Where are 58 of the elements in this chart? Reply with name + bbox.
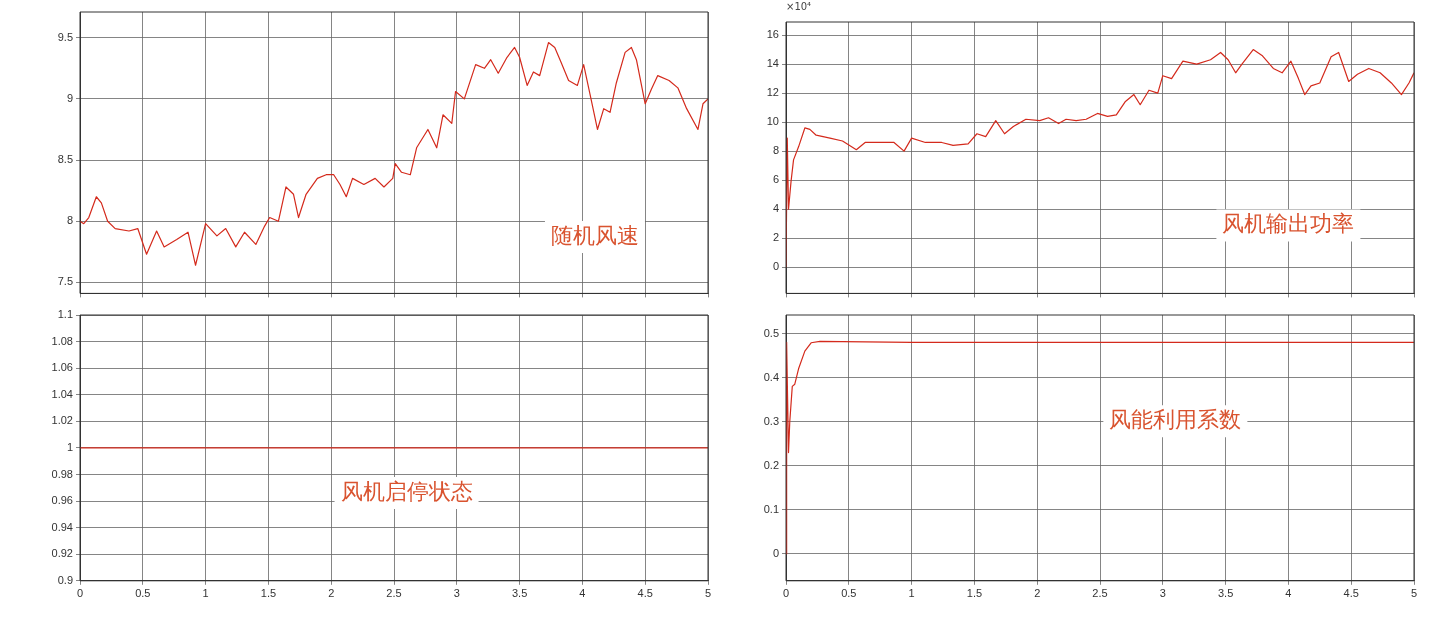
text: ×10⁴ (786, 0, 812, 12)
y-tick-label: 8 (66, 214, 73, 227)
x-tick-label: 2 (1034, 587, 1041, 600)
x-tick-label: 1.5 (966, 587, 983, 600)
y-tick-label: 0.98 (51, 467, 73, 480)
annotation: 风机启停状态 (340, 478, 473, 504)
y-tick-label: 7.5 (57, 275, 73, 288)
y-tick-label: 14 (766, 57, 779, 70)
x-tick-label: 3.5 (1217, 587, 1234, 600)
x-tick-label: 4 (1285, 587, 1292, 600)
y-tick-label: 9.5 (57, 30, 73, 43)
y-tick-label: 4 (772, 202, 779, 215)
x-tick-label: 5 (1410, 587, 1418, 600)
x-tick-label: 4.5 (637, 587, 653, 600)
y-tick-label: 0.94 (51, 520, 73, 533)
y-tick-label: 1 (66, 440, 73, 453)
y-tick-label: 0.9 (57, 573, 73, 586)
y-tick-label: 0 (772, 260, 779, 273)
y-tick-label: 8.5 (57, 153, 73, 166)
x-tick-label: 4 (579, 587, 586, 600)
x-tick-label: 1 (202, 587, 209, 600)
x-tick-label: 0.5 (841, 587, 857, 600)
y-tick-label: 0.1 (763, 502, 779, 515)
y-tick-label: 0.2 (763, 458, 779, 471)
y-tick-label: 1.08 (51, 334, 73, 347)
x-tick-label: 3.5 (511, 587, 528, 600)
annotation: 风能利用系数 (1109, 407, 1242, 433)
y-tick-label: 1.04 (51, 387, 73, 400)
y-tick-label: 16 (766, 28, 779, 41)
y-tick-label: 1.1 (57, 308, 73, 321)
x-tick-label: 3 (1159, 587, 1166, 600)
annotation: 随机风速 (550, 222, 639, 248)
y-tick-label: 0.3 (763, 414, 779, 427)
y-tick-label: 1.02 (51, 414, 73, 427)
y-tick-label: 0.4 (763, 370, 779, 383)
x-tick-label: 4.5 (1343, 587, 1359, 600)
y-tick-label: 12 (766, 86, 779, 99)
x-tick-label: 1 (908, 587, 915, 600)
x-tick-label: 2 (328, 587, 335, 600)
x-tick-label: 3 (453, 587, 460, 600)
x-tick-label: 5 (704, 587, 712, 600)
y-tick-label: 0.96 (51, 494, 73, 507)
x-tick-label: 0 (76, 587, 84, 600)
y-tick-label: 0.5 (763, 326, 779, 339)
y-tick-label: 0 (772, 546, 779, 559)
y-tick-label: 0.92 (51, 547, 73, 560)
annotation: 风机输出功率 (1222, 211, 1355, 237)
y-tick-label: 1.06 (51, 361, 73, 374)
x-tick-label: 2.5 (1092, 587, 1108, 600)
y-tick-label: 10 (766, 115, 779, 128)
y-tick-label: 9 (66, 91, 73, 104)
y-tick-label: 6 (772, 173, 779, 186)
x-tick-label: 0.5 (135, 587, 151, 600)
y-tick-label: 2 (772, 231, 779, 244)
x-tick-label: 0 (782, 587, 790, 600)
x-tick-label: 2.5 (386, 587, 402, 600)
x-tick-label: 1.5 (260, 587, 277, 600)
y-tick-label: 8 (772, 144, 779, 157)
